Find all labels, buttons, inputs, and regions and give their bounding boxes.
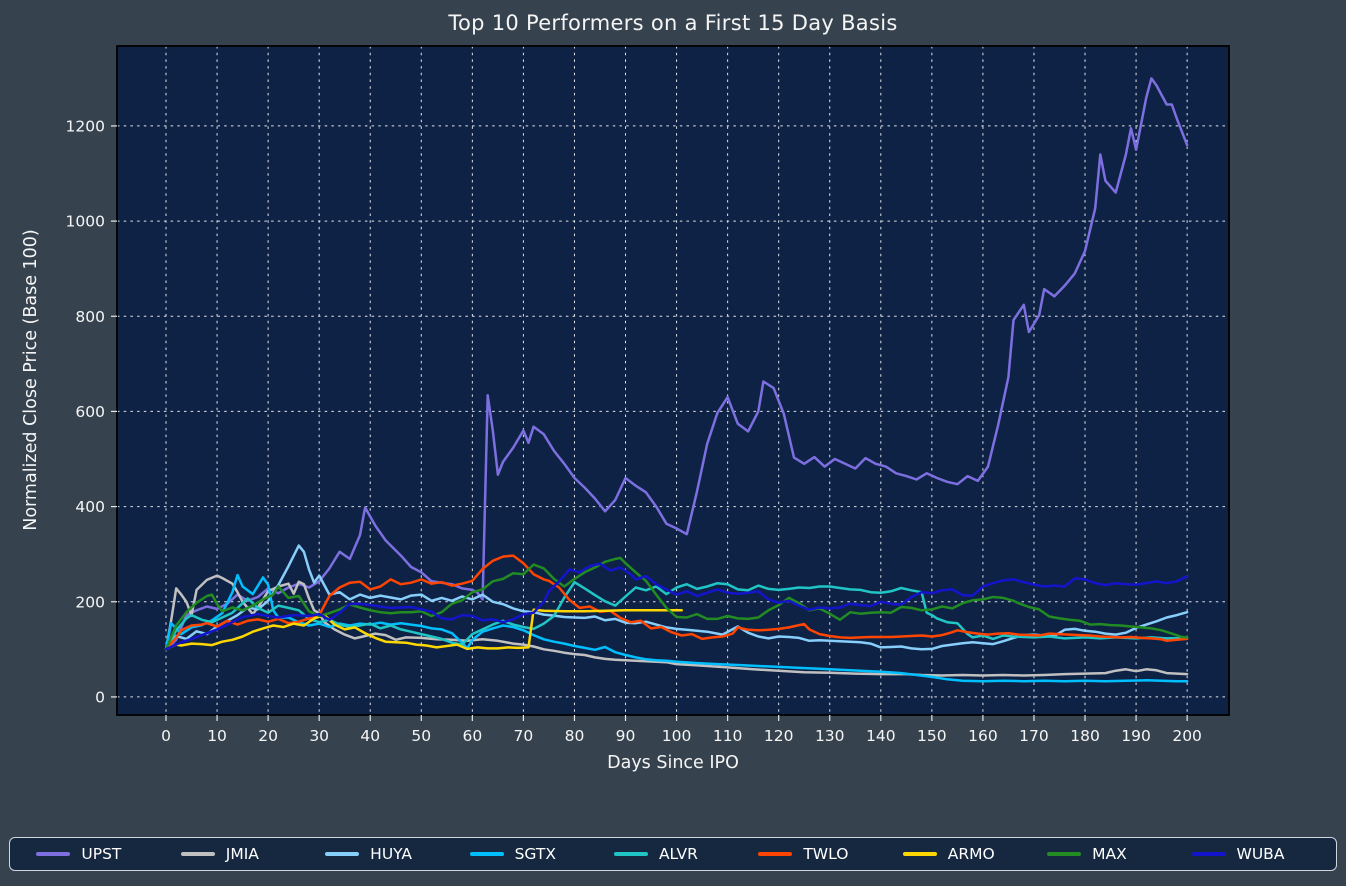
legend-item-JMIA: JMIA xyxy=(180,845,299,863)
legend-item-UPST: UPST xyxy=(36,845,154,863)
series-line-UPST xyxy=(164,77,1189,651)
legend-swatch-UPST xyxy=(36,852,71,856)
series-line-SGTX xyxy=(164,573,1189,683)
x-tick-label: 30 xyxy=(309,727,329,745)
x-tick-label: 120 xyxy=(764,727,794,745)
x-tick-label: 60 xyxy=(462,727,482,745)
y-tick-label: 1000 xyxy=(66,213,105,231)
chart-title: Top 10 Performers on a First 15 Day Basi… xyxy=(448,11,898,35)
axes-spine xyxy=(116,45,1230,716)
x-tick-label: 80 xyxy=(565,727,585,745)
x-axis-label: Days Since IPO xyxy=(607,753,739,773)
x-tick-label: 200 xyxy=(1172,727,1202,745)
series-line-ARMO xyxy=(164,608,683,651)
legend-swatch-TWLO xyxy=(758,852,793,856)
x-tick-label: 50 xyxy=(411,727,431,745)
legend-label-SGTX: SGTX xyxy=(514,845,556,863)
y-tick-label: 200 xyxy=(75,593,105,611)
series-group xyxy=(164,77,1189,683)
y-tick-label: 800 xyxy=(75,308,105,326)
legend-label-ALVR: ALVR xyxy=(658,845,698,863)
y-axis-label: Normalized Close Price (Base 100) xyxy=(21,229,41,531)
legend-swatch-SGTX xyxy=(469,852,504,856)
y-tick-label: 0 xyxy=(95,688,105,706)
legend-swatch-ARMO xyxy=(902,852,937,856)
y-tick-label: 400 xyxy=(75,498,105,516)
legend-swatch-MAX xyxy=(1047,852,1082,856)
x-tick-label: 40 xyxy=(360,727,380,745)
legend-swatch-WUBA xyxy=(1191,852,1226,856)
legend-swatch-HUYA xyxy=(325,852,360,856)
legend-item-ALVR: ALVR xyxy=(613,845,732,863)
x-tick-label: 70 xyxy=(514,727,534,745)
legend: UPST JMIA HUYA SGTX ALVR TWLO ARMO MAX WUBA xyxy=(9,837,1337,871)
legend-item-TWLO: TWLO xyxy=(758,845,876,863)
x-tick-label: 20 xyxy=(258,727,278,745)
legend-swatch-ALVR xyxy=(613,852,648,856)
legend-item-HUYA: HUYA xyxy=(325,845,443,863)
legend-label-MAX: MAX xyxy=(1092,845,1127,863)
y-tick-label: 1200 xyxy=(66,117,105,135)
tick-marks xyxy=(111,125,1188,721)
legend-item-SGTX: SGTX xyxy=(469,845,588,863)
legend-label-WUBA: WUBA xyxy=(1236,845,1285,863)
legend-label-JMIA: JMIA xyxy=(225,845,259,863)
x-tick-label: 170 xyxy=(1019,727,1049,745)
series-line-WUBA xyxy=(164,562,1189,651)
gridlines xyxy=(117,46,1229,715)
legend-swatch-JMIA xyxy=(180,852,215,856)
series-line-TWLO xyxy=(164,554,1189,651)
x-tick-label: 180 xyxy=(1070,727,1100,745)
x-tick-label: 90 xyxy=(616,727,636,745)
legend-item-MAX: MAX xyxy=(1047,845,1165,863)
x-tick-label: 110 xyxy=(713,727,743,745)
x-tick-label: 160 xyxy=(968,727,998,745)
legend-label-HUYA: HUYA xyxy=(370,845,413,863)
x-tick-label: 100 xyxy=(662,727,692,745)
x-tick-label: 0 xyxy=(161,727,171,745)
legend-label-ARMO: ARMO xyxy=(947,845,995,863)
legend-label-UPST: UPST xyxy=(81,845,122,863)
tick-labels: 0 10 20 30 40 50 60 70 80 90 100 110 120 130 140 150 160… xyxy=(66,117,1202,745)
x-tick-label: 190 xyxy=(1121,727,1151,745)
legend-item-WUBA: WUBA xyxy=(1191,845,1310,863)
y-tick-label: 600 xyxy=(75,403,105,421)
x-tick-label: 10 xyxy=(207,727,227,745)
legend-item-ARMO: ARMO xyxy=(902,845,1021,863)
x-tick-label: 130 xyxy=(815,727,845,745)
x-tick-label: 140 xyxy=(866,727,896,745)
legend-label-TWLO: TWLO xyxy=(803,845,849,863)
x-tick-label: 150 xyxy=(917,727,947,745)
